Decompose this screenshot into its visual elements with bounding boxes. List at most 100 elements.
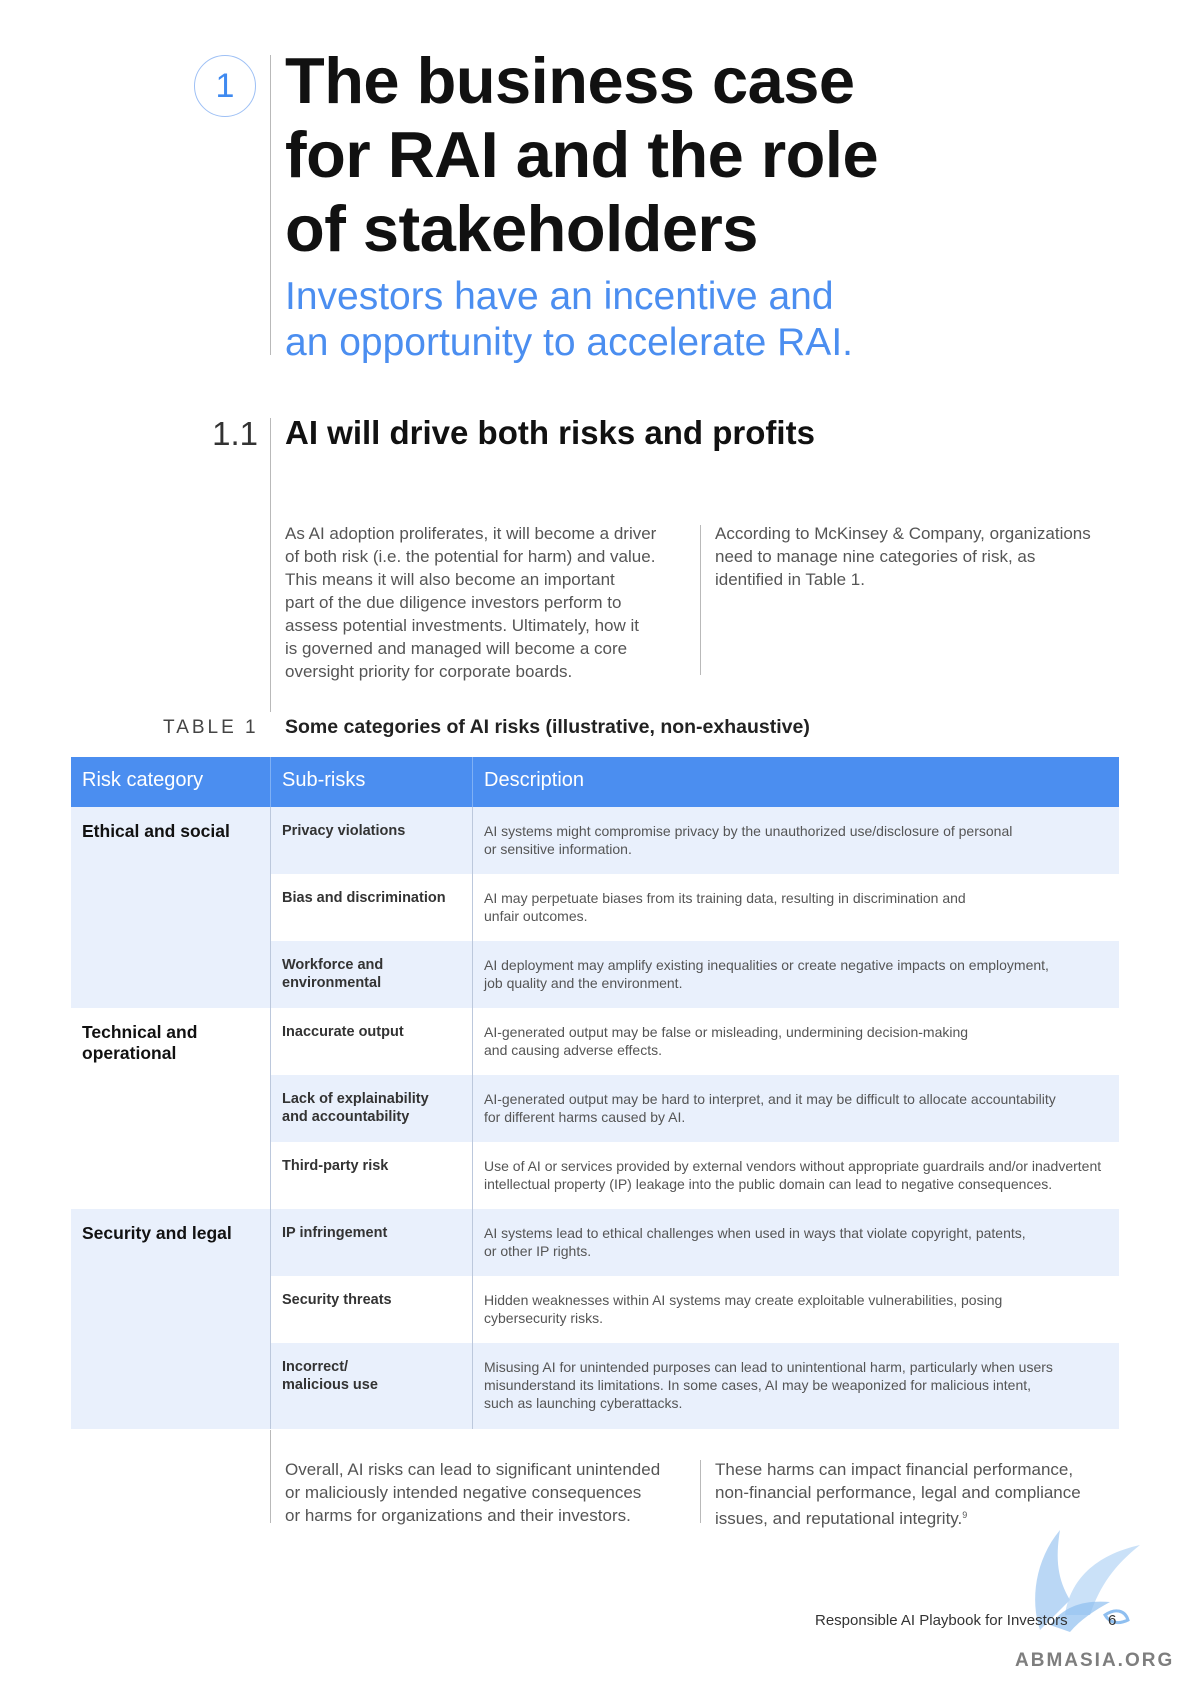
sub-risk-cell: Incorrect/ malicious use [270,1343,472,1429]
section-title: AI will drive both risks and profits [285,414,815,451]
chapter-title-line: The business case [285,44,855,117]
table-row: Inaccurate output AI-generated output ma… [71,1008,1119,1075]
description-text: AI-generated output may be hard to inter… [484,1091,1056,1107]
description-text: Hidden weaknesses within AI systems may … [484,1292,1003,1308]
section-number: 1.1 [212,415,258,452]
paragraph-line: As AI adoption proliferates, it will bec… [285,524,657,543]
description-text: such as launching cyberattacks. [484,1395,683,1411]
description-text: cybersecurity risks. [484,1310,604,1326]
table-row: Security threats Hidden weaknesses withi… [71,1276,1119,1343]
table-row: Bias and discrimination AI may perpetuat… [71,874,1119,941]
chapter-number-badge: 1 [194,55,256,117]
sub-risk-cell: Privacy violations [270,807,472,874]
paragraph-line: This means it will also become an import… [285,570,615,589]
description-text: unfair outcomes. [484,908,588,924]
description-text: Use of AI or services provided by extern… [484,1158,1102,1174]
description-cell: Misusing AI for unintended purposes can … [472,1343,1119,1429]
footnote-marker: 9 [962,1510,968,1520]
risk-table: Risk category Sub-risks Description Priv… [71,757,1119,1429]
paragraph-line: need to manage nine categories of risk, … [715,547,1036,566]
description-text: Misusing AI for unintended purposes can … [484,1359,1053,1375]
sub-risk-text: malicious use [282,1377,378,1393]
sub-risk-text: Inaccurate output [282,1024,404,1040]
sub-risk-text: Security threats [282,1292,392,1308]
bird-wing-logo-icon [1035,1530,1140,1632]
outro-left-divider [270,1430,271,1523]
paragraph-line: or maliciously intended negative consequ… [285,1483,642,1502]
paragraph-line: identified in Table 1. [715,570,865,589]
section-divider-line [270,418,271,712]
risk-group-security-legal: IP infringement AI systems lead to ethic… [71,1209,1119,1429]
sub-risk-cell: Workforce and environmental [270,941,472,1008]
paragraph-line: issues, and reputational integrity.9 [715,1504,1081,1530]
paragraph-line: Overall, AI risks can lead to significan… [285,1460,661,1479]
chapter-subtitle-line: Investors have an incentive and [285,275,834,318]
description-cell: AI systems might compromise privacy by t… [472,807,1119,874]
page-number: 6 [1108,1612,1117,1629]
table-row: Lack of explainability and accountabilit… [71,1075,1119,1142]
header-risk-category: Risk category [82,769,204,791]
description-cell: AI may perpetuate biases from its traini… [472,874,1119,941]
description-cell: Hidden weaknesses within AI systems may … [472,1276,1119,1343]
footer-publication: Responsible AI Playbook for Investors [815,1612,1068,1629]
paragraph-line: According to McKinsey & Company, organiz… [715,524,1091,543]
outro-right-paragraph: These harms can impact financial perform… [715,1458,1081,1530]
risk-category-text: Ethical and social [82,821,230,841]
paragraph-line-text: issues, and reputational integrity. [715,1509,963,1528]
description-text: misunderstand its limitations. In some c… [484,1377,1032,1393]
description-text: or sensitive information. [484,841,632,857]
description-text: AI systems might compromise privacy by t… [484,823,1013,839]
risk-category-cell: Technical and operational [71,1008,270,1064]
table-row: Third-party risk Use of AI or services p… [71,1142,1119,1209]
chapter-subtitle: Investors have an incentive and an oppor… [285,274,985,366]
sub-risk-text: and accountability [282,1109,410,1125]
sub-risk-text: Lack of explainability [282,1091,429,1107]
description-text: job quality and the environment. [484,975,683,991]
sub-risk-text: environmental [282,975,382,991]
risk-category-text: Technical and [82,1022,198,1042]
description-cell: AI-generated output may be hard to inter… [472,1075,1119,1142]
sub-risk-text: Privacy violations [282,823,406,839]
intro-column-divider [700,525,701,675]
header-description: Description [472,757,1119,807]
outro-left-paragraph: Overall, AI risks can lead to significan… [285,1458,660,1527]
description-text: intellectual property (IP) leakage into … [484,1176,1053,1192]
description-text: AI deployment may amplify existing inequ… [484,957,1049,973]
header-sub-risks: Sub-risks [270,757,472,807]
watermark-text: ABMASIA.ORG [1015,1650,1175,1671]
sub-risk-text: Third-party risk [282,1158,389,1174]
risk-category-cell: Ethical and social [71,807,270,842]
sub-risk-cell: Lack of explainability and accountabilit… [270,1075,472,1142]
chapter-title-line: for RAI and the role [285,118,879,191]
description-cell: AI systems lead to ethical challenges wh… [472,1209,1119,1276]
risk-group-ethical-social: Privacy violations AI systems might comp… [71,807,1119,1008]
paragraph-line: is governed and managed will become a co… [285,639,628,658]
description-cell: Use of AI or services provided by extern… [472,1142,1119,1209]
risk-category-cell: Security and legal [71,1209,270,1244]
chapter-title: The business case for RAI and the role o… [285,44,925,266]
table-row: IP infringement AI systems lead to ethic… [71,1209,1119,1276]
sub-risk-cell: IP infringement [270,1209,472,1276]
intro-right-paragraph: According to McKinsey & Company, organiz… [715,522,1091,591]
sub-risk-cell: Third-party risk [270,1142,472,1209]
sub-risk-cell: Security threats [270,1276,472,1343]
sub-risk-cell: Inaccurate output [270,1008,472,1075]
description-text: AI-generated output may be false or misl… [484,1024,969,1040]
sub-risk-text: IP infringement [282,1225,388,1241]
table-row: Incorrect/ malicious use Misusing AI for… [71,1343,1119,1429]
paragraph-line: or harms for organizations and their inv… [285,1506,631,1525]
chapter-divider-line [270,55,271,355]
chapter-subtitle-line: an opportunity to accelerate RAI. [285,321,853,364]
table-header-row: Risk category Sub-risks Description [71,757,1119,807]
description-text: and causing adverse effects. [484,1042,662,1058]
paragraph-line: of both risk (i.e. the potential for har… [285,547,656,566]
sub-risk-cell: Bias and discrimination [270,874,472,941]
paragraph-line: These harms can impact financial perform… [715,1460,1074,1479]
description-text: AI may perpetuate biases from its traini… [484,890,966,906]
sub-risk-text: Incorrect/ [282,1359,349,1375]
intro-left-paragraph: As AI adoption proliferates, it will bec… [285,522,656,683]
risk-category-text: operational [82,1043,177,1063]
table-row: Privacy violations AI systems might comp… [71,807,1119,874]
chapter-title-line: of stakeholders [285,192,758,265]
risk-group-technical-operational: Inaccurate output AI-generated output ma… [71,1008,1119,1209]
